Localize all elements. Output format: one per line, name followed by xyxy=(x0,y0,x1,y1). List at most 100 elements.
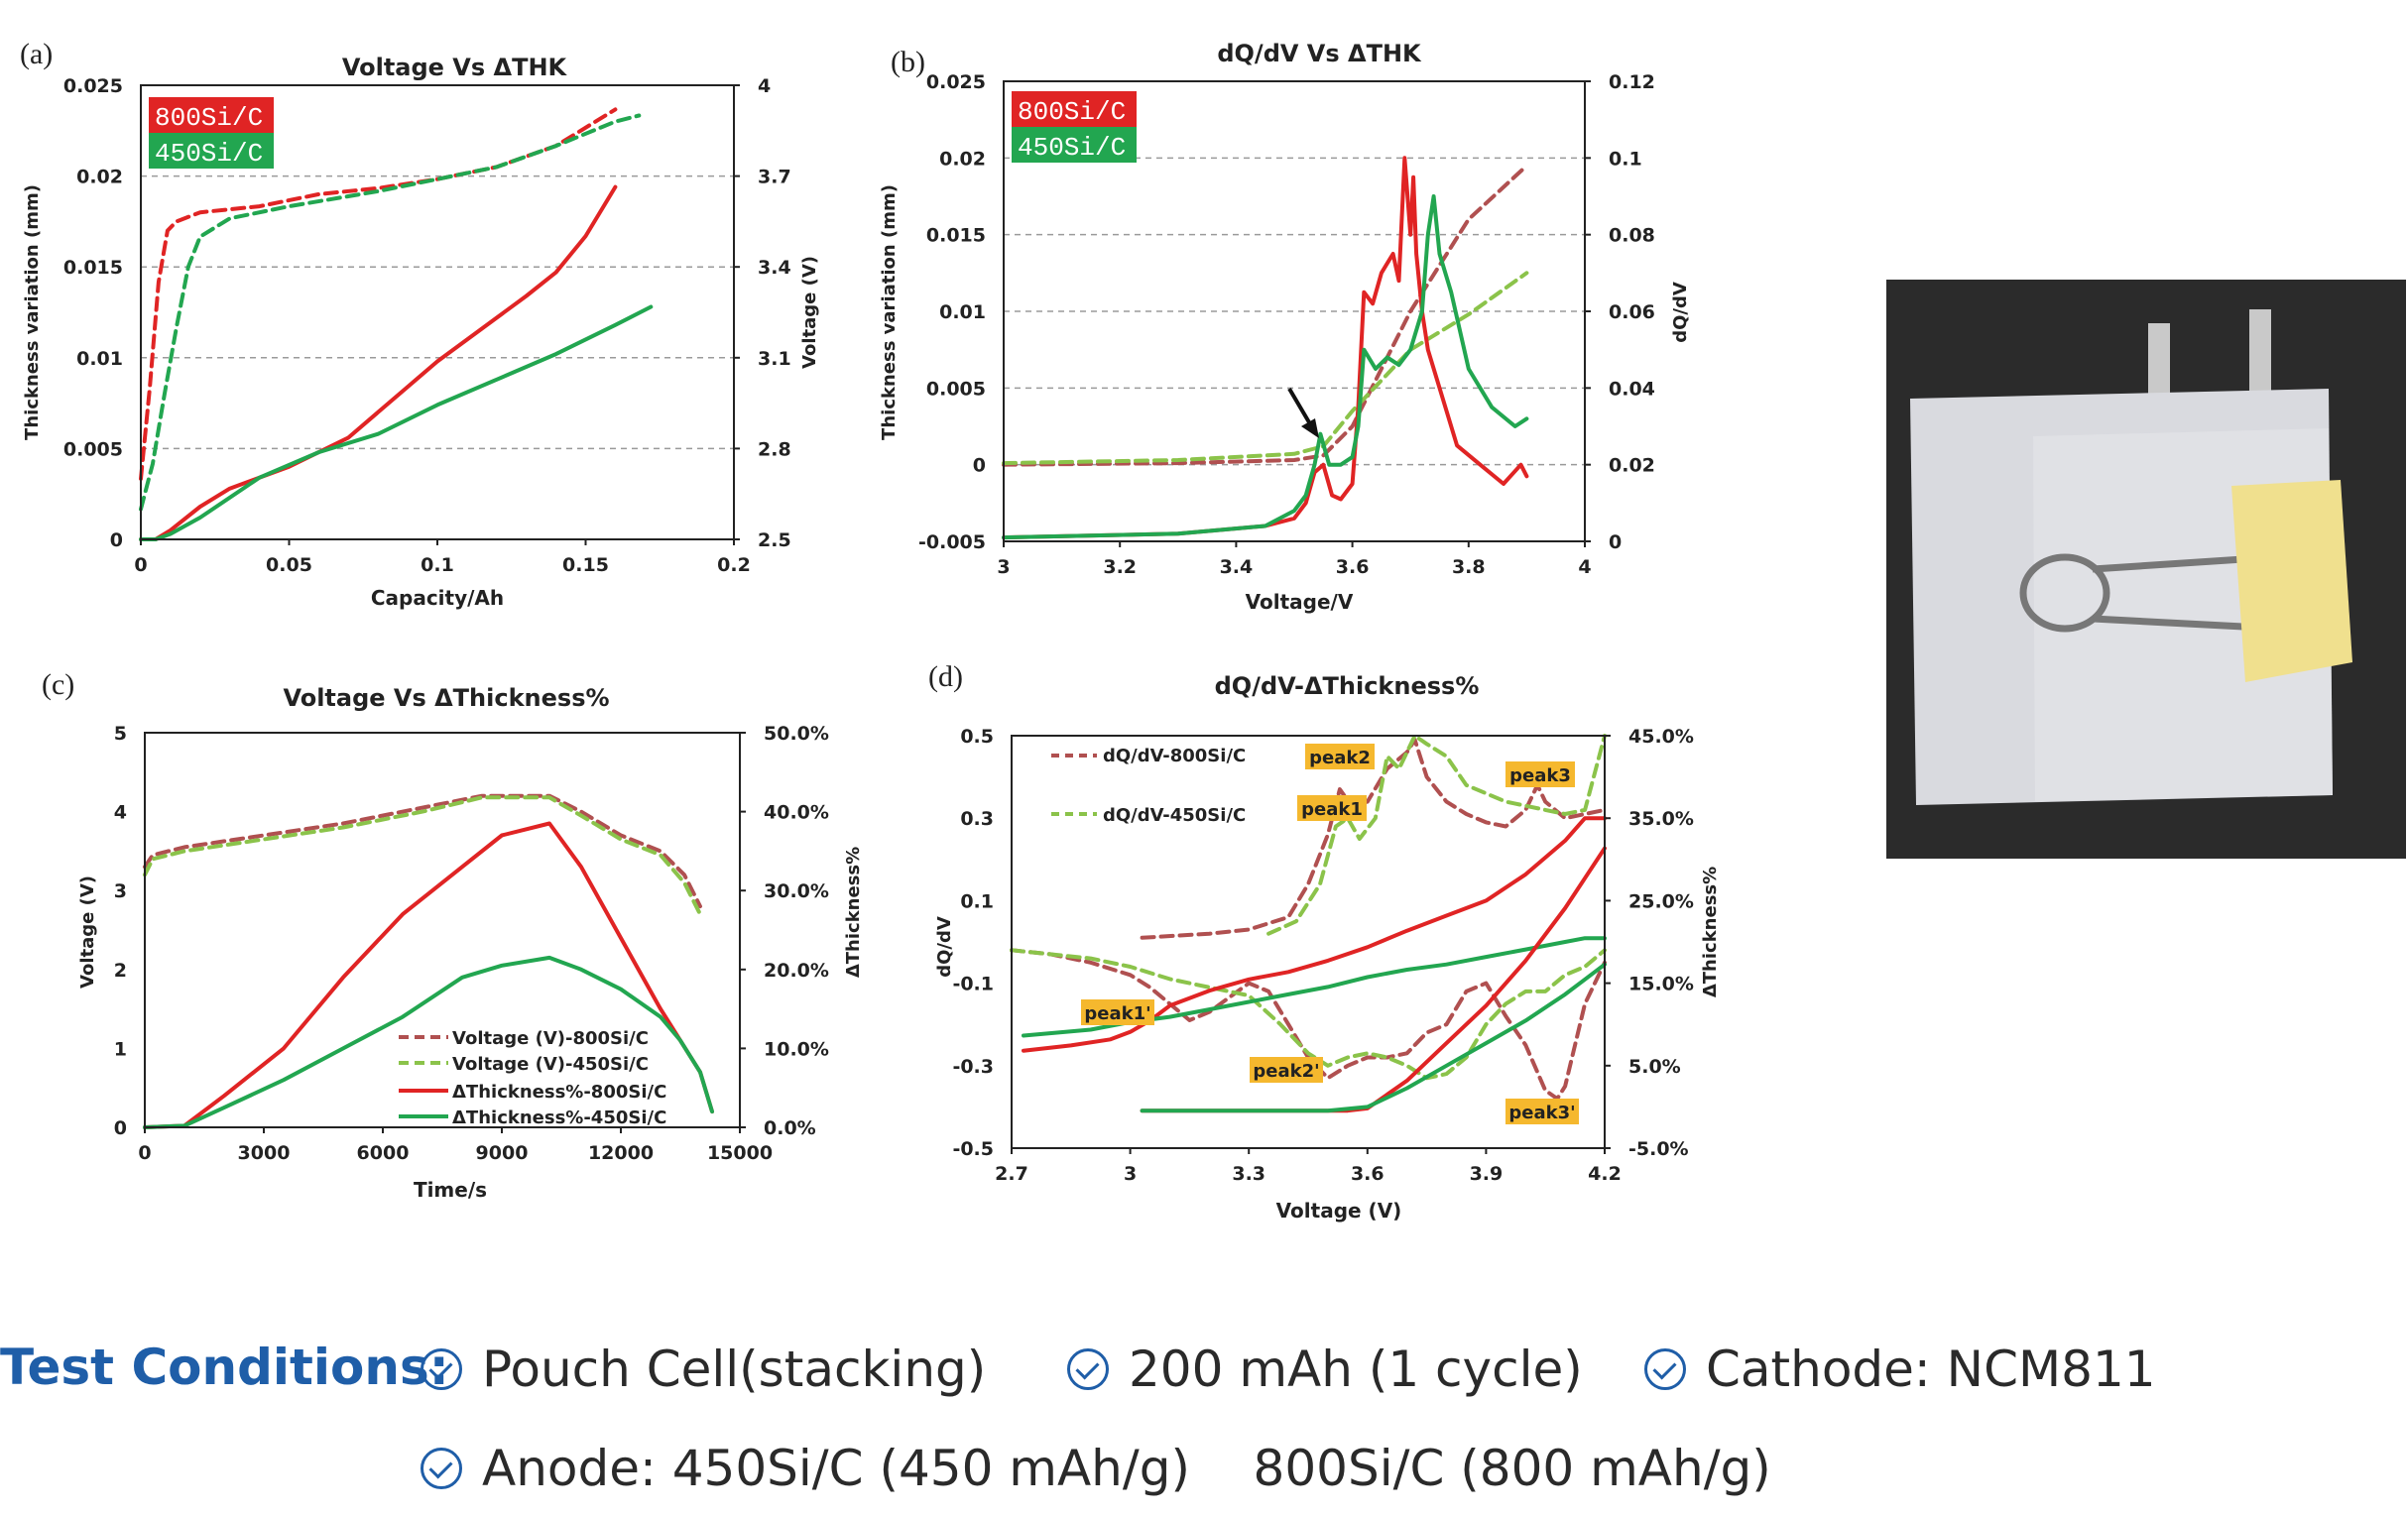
x-tick-label: 4.2 xyxy=(1588,1163,1622,1185)
panel-a-y2label: Voltage (V) xyxy=(799,256,820,369)
y-tick-label: 0.025 xyxy=(926,71,986,93)
y2-tick-label: 2.5 xyxy=(758,529,791,551)
series-thk450 xyxy=(139,304,654,541)
panel-b-label: (b) xyxy=(891,46,925,78)
peak2-box xyxy=(1305,744,1375,769)
y2-tick-label: 3.1 xyxy=(758,348,791,370)
panel-b-legend-box-800 xyxy=(1012,91,1137,127)
test-conditions: Test Conditions: Pouch Cell(stacking) 20… xyxy=(0,1309,2408,1507)
panel-d: (d) dQ/dV-ΔThickness% 2.7 3 3.3 3.6 3.9 4.2 -0… xyxy=(928,660,1721,1223)
x-tick-label: 2.7 xyxy=(995,1163,1028,1185)
x-tick-label: 3.6 xyxy=(1351,1163,1385,1185)
panel-c-legend-1: Voltage (V)-450Si/C xyxy=(452,1054,649,1075)
y-tick-label: 1 xyxy=(114,1038,127,1060)
panel-c-legend: Voltage (V)-800Si/C Voltage (V)-450Si/C … xyxy=(399,1028,666,1128)
series-thkd450 xyxy=(1140,962,1607,1113)
panel-b-arrow xyxy=(1287,387,1319,438)
condition-text-2: 200 mAh (1 cycle) xyxy=(1129,1341,1583,1398)
y2-tick-label: 30.0% xyxy=(764,880,829,902)
y2-tick-label: 50.0% xyxy=(764,723,829,745)
panel-c-xlabel: Time/s xyxy=(414,1178,487,1202)
panel-d-ylabel: dQ/dV xyxy=(934,916,955,978)
condition-item-2: 200 mAh (1 cycle) xyxy=(1067,1341,1583,1398)
photo-clip-handle xyxy=(2019,553,2110,633)
panel-b-ylabel: Thickness variation (mm) xyxy=(879,184,900,440)
panel-d-legend: dQ/dV-800Si/C dQ/dV-450Si/C xyxy=(1051,746,1246,826)
photo-tab-left xyxy=(2148,323,2170,407)
peak3-label: peak3 xyxy=(1509,765,1571,786)
x-tick-label: 0.2 xyxy=(717,554,751,576)
panel-c-title: Voltage Vs ΔThickness% xyxy=(283,684,609,712)
y2-tick-label: 0.08 xyxy=(1609,225,1655,247)
peak2p-box xyxy=(1250,1057,1323,1083)
y-tick-label: 3 xyxy=(114,880,127,902)
peak1-label: peak1 xyxy=(1301,799,1363,820)
y2-tick-label: 0.06 xyxy=(1609,301,1655,323)
y-tick-label: 0.5 xyxy=(960,726,994,748)
y2-tick-label: 20.0% xyxy=(764,960,829,982)
y-tick-label: 0 xyxy=(973,455,986,477)
y2-tick-label: 0.02 xyxy=(1609,455,1655,477)
panel-a-legend-box-450 xyxy=(149,133,274,169)
photo-clip xyxy=(2231,480,2352,682)
panel-b: (b) dQ/dV Vs ΔTHK 3 3.2 3.4 3.6 3.8 4 -0.005 0 0… xyxy=(879,40,1691,614)
y2-tick-label: 0.0% xyxy=(764,1117,816,1139)
y-tick-label: 0.015 xyxy=(63,257,123,279)
panel-d-title: dQ/dV-ΔThickness% xyxy=(1215,672,1480,700)
photo-tab-right xyxy=(2249,309,2271,407)
series-dqc450 xyxy=(1266,734,1607,936)
y2-tick-label: -5.0% xyxy=(1628,1138,1689,1160)
panel-b-title: dQ/dV Vs ΔTHK xyxy=(1217,40,1422,67)
panel-b-legend: 800Si/C 450Si/C xyxy=(1012,91,1137,163)
panel-a-title: Voltage Vs ΔTHK xyxy=(342,54,568,81)
condition-item-1: Pouch Cell(stacking) xyxy=(421,1341,986,1398)
panel-a-ylabel: Thickness variation (mm) xyxy=(22,184,43,440)
y2-tick-label: 4 xyxy=(758,75,771,97)
panel-a-label: (a) xyxy=(20,38,53,70)
panel-c-frame xyxy=(144,732,741,1128)
x-tick-label: 0.1 xyxy=(421,554,454,576)
y2-tick-label: 0.12 xyxy=(1609,71,1655,93)
x-tick-label: 9000 xyxy=(476,1142,529,1164)
peak1p-box xyxy=(1081,999,1154,1025)
y-tick-label: 0 xyxy=(114,1117,127,1139)
panel-a-legend: 800Si/C 450Si/C xyxy=(149,97,274,169)
x-tick-label: 0 xyxy=(134,554,147,576)
panel-b-legend-box-450 xyxy=(1012,127,1137,163)
x-tick-label: 3000 xyxy=(238,1142,291,1164)
x-tick-label: 3.9 xyxy=(1470,1163,1504,1185)
y2-tick-label: 2.8 xyxy=(758,438,791,460)
y2-tick-label: 15.0% xyxy=(1628,974,1694,995)
x-tick-label: 4 xyxy=(1578,556,1591,578)
x-tick-label: 0.05 xyxy=(266,554,312,576)
series-thk450 xyxy=(143,955,714,1129)
panel-c-y2label: ΔThickness% xyxy=(843,847,864,978)
y2-tick-label: 40.0% xyxy=(764,802,829,824)
y2-tick-label: 35.0% xyxy=(1628,808,1694,830)
figure-canvas: (a) Voltage Vs ΔTHK 0 0.05 0.1 0.15 0.200.00… xyxy=(20,38,2406,1223)
check-circle-icon xyxy=(1644,1348,1686,1390)
series-dqd800 xyxy=(1010,948,1607,1102)
y-tick-label: -0.3 xyxy=(952,1056,994,1078)
check-circle-icon xyxy=(1067,1348,1109,1390)
condition-text-3: Cathode: NCM811 xyxy=(1706,1341,2156,1398)
y2-tick-label: 25.0% xyxy=(1628,890,1694,912)
y2-tick-label: 3.7 xyxy=(758,167,791,188)
peak3-box xyxy=(1505,761,1575,787)
x-tick-label: 0 xyxy=(138,1142,151,1164)
panel-d-y2label: ΔThickness% xyxy=(1700,867,1721,997)
check-circle-icon xyxy=(421,1448,462,1489)
x-tick-label: 3.2 xyxy=(1103,556,1137,578)
y-tick-label: 0.005 xyxy=(63,438,123,460)
pouch-cell-photo xyxy=(1886,280,2406,859)
y2-tick-label: 3.4 xyxy=(758,257,791,279)
panel-d-legend-0: dQ/dV-800Si/C xyxy=(1103,746,1246,766)
x-tick-label: 3.4 xyxy=(1220,556,1254,578)
panel-c-label: (c) xyxy=(42,668,74,701)
peak1p-label: peak1' xyxy=(1084,1003,1150,1024)
y-tick-label: -0.1 xyxy=(952,974,994,995)
panel-a-legend-800: 800Si/C xyxy=(155,103,263,133)
series-thk800 xyxy=(139,184,618,541)
panel-a-xlabel: Capacity/Ah xyxy=(371,586,504,610)
y2-tick-label: 10.0% xyxy=(764,1038,829,1060)
